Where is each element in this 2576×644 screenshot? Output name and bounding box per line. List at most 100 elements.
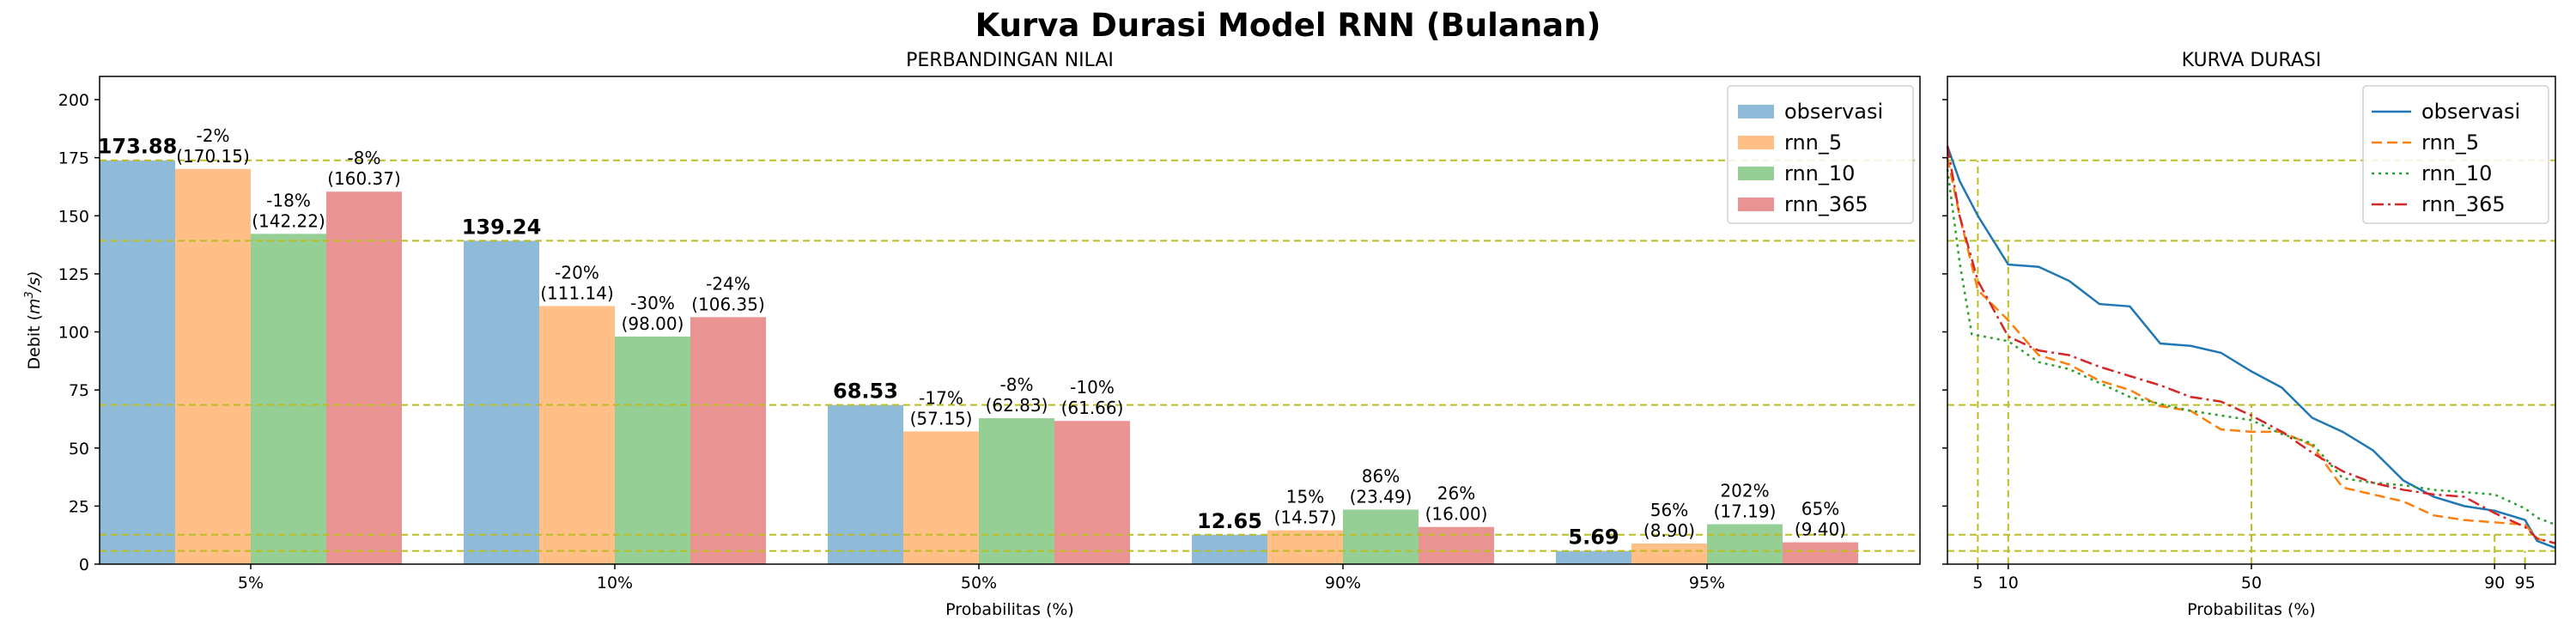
- line-chart-xlabel: Probabilitas (%): [2187, 600, 2316, 619]
- curve-line-observasi: [1946, 145, 2556, 550]
- bar-value-label: (62.83): [986, 395, 1048, 416]
- ylabel-prefix: Debit (: [25, 314, 44, 370]
- bar-rnn_5-2: [903, 431, 979, 564]
- bar-value-label: (61.66): [1061, 398, 1124, 418]
- bar-pct-label: -2%: [197, 125, 230, 146]
- bar-chart-frame: [99, 76, 1921, 565]
- curve-legend-label-observasi: observasi: [2421, 100, 2520, 124]
- curve-legend-label-rnn_5: rnn_5: [2421, 131, 2479, 155]
- curve-x-tick-label: 5: [1972, 574, 1983, 592]
- curve-line-rnn_365: [1946, 145, 2556, 544]
- bar-value-label: (160.37): [327, 168, 401, 189]
- bar-pct-label: -20%: [555, 262, 599, 283]
- curve-line-rnn_5: [1946, 157, 2556, 544]
- bar-value-label: (16.00): [1425, 504, 1488, 525]
- x-tick-label: 95%: [1689, 574, 1725, 592]
- curve-line-rnn_10: [1946, 169, 2556, 526]
- obs-value-label: 12.65: [1197, 509, 1262, 533]
- bar-value-label: (170.15): [176, 146, 250, 167]
- ylabel-suffix: /s): [25, 270, 44, 293]
- bar-rnn_10-2: [979, 418, 1054, 564]
- curve-x-tick-label: 95: [2515, 574, 2536, 592]
- y-tick-label: 0: [79, 556, 89, 574]
- bar-rnn_365-2: [1054, 421, 1130, 564]
- curve-legend-label-rnn_10: rnn_10: [2421, 161, 2492, 185]
- duration-curve-chart: 5 10 50 90 95 observasi rnn_5 rnn_10 rnn_365: [1942, 76, 2556, 592]
- bar-rnn_5-4: [1631, 543, 1707, 564]
- x-tick-label: 10%: [597, 574, 633, 592]
- y-tick-label: 100: [58, 324, 89, 343]
- bar-rnn_365-3: [1419, 526, 1494, 564]
- y-tick-label: 75: [69, 381, 89, 400]
- curve-legend-label-rnn_365: rnn_365: [2421, 192, 2506, 216]
- bar-chart-ylabel: Debit (m3/s): [23, 270, 44, 369]
- bar-pct-label: 65%: [1801, 499, 1839, 519]
- legend-label-rnn_365: rnn_365: [1784, 192, 1868, 216]
- obs-value-label: 139.24: [462, 215, 542, 239]
- bar-pct-label: -30%: [630, 293, 675, 313]
- bar-observasi-0: [100, 160, 175, 565]
- bar-pct-label: 202%: [1720, 481, 1769, 501]
- bar-pct-label: -18%: [266, 190, 311, 210]
- bar-pct-label: -8%: [1000, 374, 1034, 395]
- bar-chart-xlabel: Probabilitas (%): [945, 600, 1074, 619]
- bar-observasi-2: [828, 404, 903, 564]
- legend-swatch-rnn_10: [1738, 167, 1774, 180]
- bar-rnn_365-0: [326, 191, 402, 564]
- bar-value-label: (98.00): [622, 313, 684, 334]
- bar-rnn_10-3: [1343, 509, 1419, 564]
- y-tick-label: 150: [58, 207, 89, 226]
- bar-pct-label: -10%: [1070, 377, 1115, 398]
- obs-value-label: 173.88: [98, 135, 178, 159]
- bar-rnn_5-3: [1267, 530, 1343, 564]
- curve-x-tick-label: 50: [2241, 574, 2262, 592]
- legend-swatch-observasi: [1738, 105, 1774, 118]
- bar-value-label: (106.35): [691, 294, 765, 314]
- legend-label-observasi: observasi: [1784, 100, 1883, 124]
- bar-rnn_10-0: [251, 234, 326, 564]
- bar-pct-label: -8%: [348, 148, 381, 168]
- obs-value-label: 5.69: [1568, 526, 1619, 550]
- y-tick-label: 200: [58, 91, 89, 110]
- bar-pct-label: 56%: [1650, 500, 1688, 520]
- bar-chart-title: PERBANDINGAN NILAI: [906, 50, 1114, 71]
- bar-chart: 173.88 -2%(170.15)-18%(142.22)-8%(160.37)…: [58, 76, 1921, 592]
- ylabel-unit-m: m: [25, 298, 44, 314]
- curve-x-tick-label: 90: [2484, 574, 2505, 592]
- bar-value-label: (8.90): [1643, 520, 1695, 541]
- bar-rnn_365-4: [1783, 542, 1858, 564]
- bar-observasi-1: [464, 240, 539, 564]
- bar-legend-box: [1727, 85, 1914, 224]
- bar-value-label: (23.49): [1350, 486, 1413, 507]
- bar-pct-label: 15%: [1286, 487, 1324, 507]
- bar-observasi-4: [1556, 550, 1631, 564]
- x-tick-label: 5%: [238, 574, 264, 592]
- bar-observasi-3: [1192, 534, 1267, 564]
- bar-value-label: (9.40): [1795, 519, 1846, 540]
- x-tick-label: 90%: [1325, 574, 1361, 592]
- line-chart-title: KURVA DURASI: [2182, 50, 2322, 71]
- x-tick-label: 50%: [961, 574, 997, 592]
- bar-pct-label: 26%: [1437, 483, 1475, 504]
- legend-swatch-rnn_365: [1738, 197, 1774, 211]
- curve-chart-frame: [1947, 76, 2556, 565]
- bar-pct-label: -24%: [706, 273, 750, 294]
- bar-rnn_10-4: [1707, 524, 1783, 564]
- figure-title: Kurva Durasi Model RNN (Bulanan): [975, 7, 1601, 44]
- bar-rnn_5-0: [175, 168, 251, 564]
- bar-value-label: (57.15): [910, 408, 973, 428]
- ylabel-unit-exponent: 3: [23, 291, 36, 298]
- legend-swatch-rnn_5: [1738, 136, 1774, 149]
- y-tick-label: 125: [58, 265, 89, 284]
- bar-value-label: (14.57): [1274, 507, 1337, 528]
- y-tick-label: 175: [58, 149, 89, 168]
- bar-rnn_5-1: [539, 306, 615, 564]
- obs-value-label: 68.53: [833, 380, 898, 404]
- y-tick-label: 50: [69, 440, 89, 459]
- curve-legend-box: [2362, 85, 2549, 224]
- bar-value-label: (142.22): [252, 210, 325, 231]
- y-tick-label: 25: [69, 497, 89, 516]
- bar-pct-label: -17%: [919, 387, 963, 408]
- bar-pct-label: 86%: [1362, 465, 1400, 486]
